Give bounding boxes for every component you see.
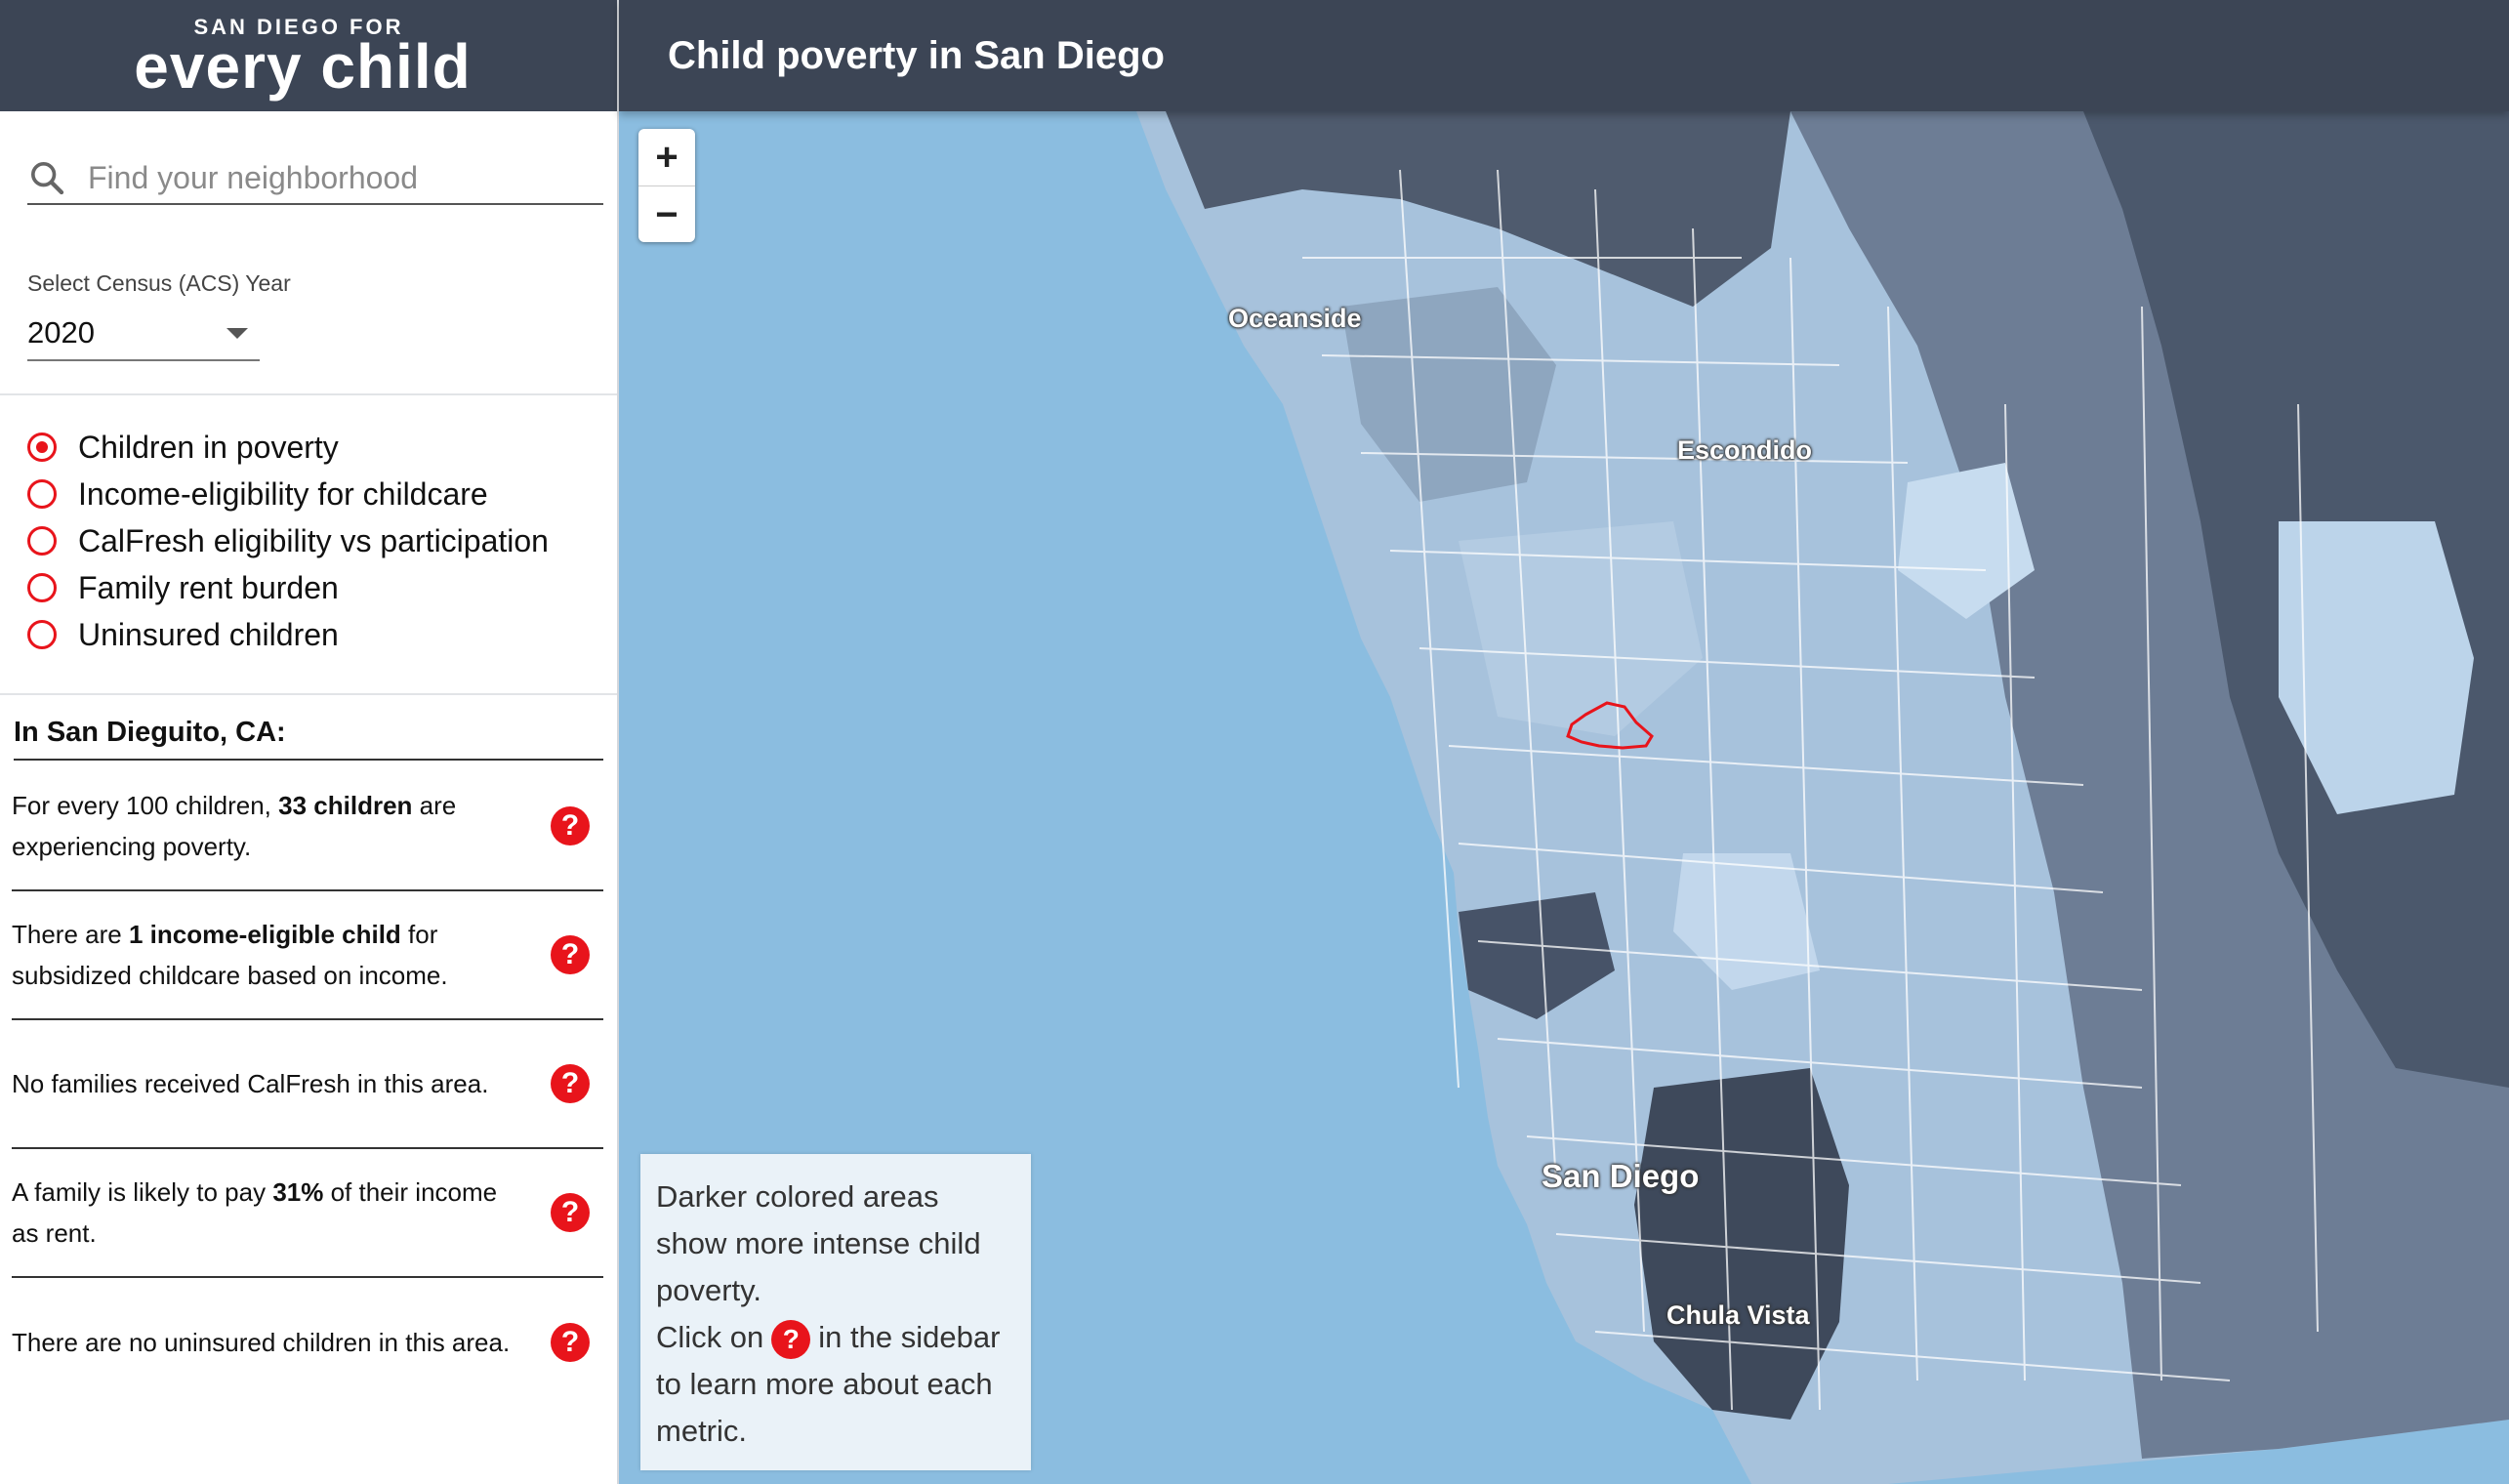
legend-text: in the sidebar to learn more about each … <box>656 1320 1001 1448</box>
city-label-escondido: Escondido <box>1677 435 1813 465</box>
city-label-oceanside: Oceanside <box>1228 304 1362 333</box>
city-label-san-diego: San Diego <box>1542 1158 1700 1194</box>
metric-option-calfresh[interactable]: CalFresh eligibility vs participation <box>27 517 549 564</box>
metric-option-label: Uninsured children <box>78 616 339 652</box>
logo-top-text: SAN DIEGO FOR <box>193 15 404 39</box>
stat-uninsured: There are no uninsured children in this … <box>12 1278 603 1407</box>
stat-rent: A family is likely to pay 31% of their i… <box>12 1149 603 1278</box>
divider <box>0 693 617 695</box>
selected-region-outline <box>1566 701 1654 750</box>
choropleth-map[interactable]: + − Oceanside Escondido San Diego Chula … <box>619 111 2509 1484</box>
stat-text: For every 100 children, 33 children are … <box>12 791 457 861</box>
sidebar: Select Census (ACS) Year 2020 Children i… <box>0 111 619 1484</box>
land-region-light <box>1898 463 2035 619</box>
stat-text: There are 1 income-eligible child for su… <box>12 920 448 990</box>
zoom-out-button[interactable]: − <box>655 192 679 236</box>
radio-icon[interactable] <box>27 526 57 556</box>
stat-childcare: There are 1 income-eligible child for su… <box>12 891 603 1020</box>
radio-selected-icon[interactable] <box>27 433 57 462</box>
stat-text: There are no uninsured children in this … <box>12 1328 511 1357</box>
divider <box>0 393 617 395</box>
stat-text: No families received CalFresh in this ar… <box>12 1069 489 1098</box>
chevron-down-icon <box>226 327 248 339</box>
stat-text: A family is likely to pay 31% of their i… <box>12 1177 498 1248</box>
zoom-control: + − <box>638 129 695 242</box>
metric-radio-group: Children in poverty Income-eligibility f… <box>27 424 549 658</box>
city-label-chula-vista: Chula Vista <box>1666 1300 1810 1330</box>
metric-option-label: Family rent burden <box>78 569 339 605</box>
metric-option-children-in-poverty[interactable]: Children in poverty <box>27 424 549 471</box>
radio-icon[interactable] <box>27 573 57 602</box>
metric-option-label: Children in poverty <box>78 429 339 465</box>
year-select[interactable]: 2020 <box>27 307 260 361</box>
place-title: In San Dieguito, CA: <box>14 717 603 761</box>
page-title: Child poverty in San Diego <box>668 33 1165 77</box>
metric-option-rent-burden[interactable]: Family rent burden <box>27 564 549 611</box>
help-icon[interactable]: ? <box>551 1193 590 1232</box>
stat-calfresh: No families received CalFresh in this ar… <box>12 1020 603 1149</box>
stats-list: For every 100 children, 33 children are … <box>12 763 603 1407</box>
land-region-light <box>2279 521 2474 814</box>
radio-icon[interactable] <box>27 620 57 649</box>
land-region-midnorth <box>1341 287 1556 502</box>
map-canvas[interactable] <box>619 111 2509 1484</box>
logo-main-text: every child <box>134 31 472 102</box>
radio-icon[interactable] <box>27 479 57 509</box>
year-select-value: 2020 <box>27 315 95 350</box>
stat-poverty: For every 100 children, 33 children are … <box>12 763 603 891</box>
help-icon[interactable]: ? <box>551 806 590 845</box>
zoom-in-button[interactable]: + <box>638 129 695 186</box>
land-region-light <box>1673 853 1820 990</box>
metric-option-uninsured[interactable]: Uninsured children <box>27 611 549 658</box>
tract-boundaries <box>1302 169 2319 1411</box>
metric-option-label: Income-eligibility for childcare <box>78 475 488 512</box>
year-select-label: Select Census (ACS) Year <box>27 270 291 296</box>
title-bar: Child poverty in San Diego <box>619 0 2509 111</box>
search-icon <box>31 162 64 195</box>
search-input[interactable] <box>86 158 597 197</box>
search-box[interactable] <box>27 152 603 205</box>
land-region-urban <box>1459 892 1615 1019</box>
land-region-mid <box>1459 521 1703 736</box>
help-icon[interactable]: ? <box>551 1064 590 1103</box>
help-icon: ? <box>771 1319 811 1359</box>
metric-option-label: CalFresh eligibility vs participation <box>78 522 549 558</box>
metric-option-childcare-eligibility[interactable]: Income-eligibility for childcare <box>27 471 549 517</box>
legend-text: Darker colored areas show more intense c… <box>656 1179 981 1307</box>
logo[interactable]: SAN DIEGO FOR every child <box>0 0 619 111</box>
map-legend-note: Darker colored areas show more intense c… <box>640 1154 1031 1470</box>
legend-text: Click on <box>656 1320 764 1354</box>
help-icon[interactable]: ? <box>551 1323 590 1362</box>
help-icon[interactable]: ? <box>551 935 590 974</box>
